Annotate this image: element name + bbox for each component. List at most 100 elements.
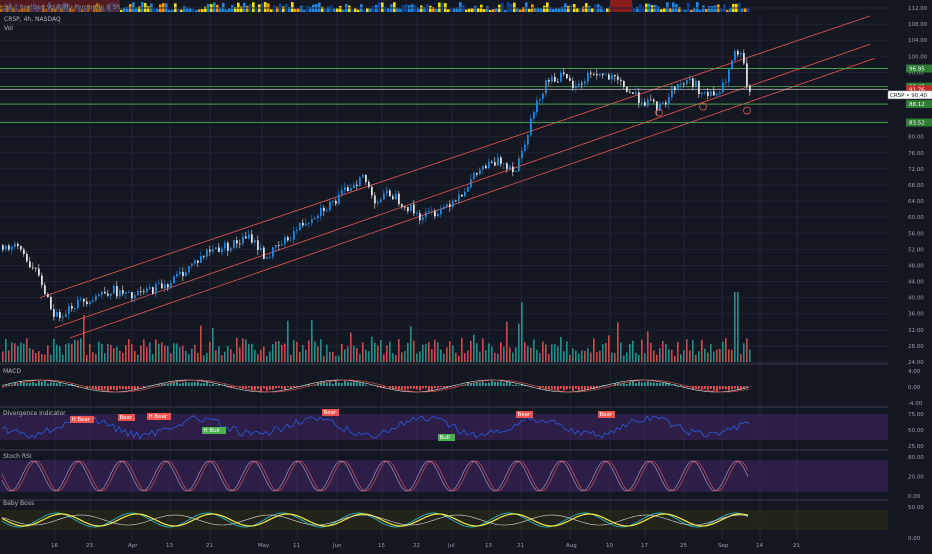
macd-hist (248, 386, 250, 388)
candle-body (212, 249, 214, 252)
macd-hist (200, 383, 202, 386)
candle-body (2, 245, 4, 249)
volume-bar (503, 347, 505, 362)
divergence-tag: Bull (440, 435, 451, 441)
candle-body (551, 77, 553, 82)
volume-bar (92, 352, 94, 362)
panel-tick: 75.00 (908, 412, 924, 418)
candle-body (347, 187, 349, 191)
candle-body (260, 248, 262, 251)
candle-body (509, 167, 511, 169)
macd-hist (650, 382, 652, 386)
candle-body (443, 207, 445, 209)
volume-bar (281, 345, 283, 362)
price-tick: 100.00 (908, 54, 928, 60)
volume-bar (689, 350, 691, 362)
volume-bar (131, 344, 133, 362)
volatility-bar (603, 9, 606, 12)
macd-hist (497, 382, 499, 386)
volume-bar (50, 355, 52, 362)
candle-body (455, 201, 457, 202)
macd-hist (512, 385, 514, 386)
candle-body (311, 219, 313, 223)
panel-tick: 50.00 (908, 505, 924, 511)
volatility-bar (528, 9, 531, 12)
candle-body (107, 294, 109, 296)
volume-bar (692, 340, 694, 362)
stochrsi-title[interactable]: Stoch RSI (3, 453, 32, 460)
candle-body (677, 84, 679, 90)
bigboss-title[interactable]: Baby Boss (3, 500, 34, 507)
volume-bar (731, 350, 733, 362)
volume-bar (308, 340, 310, 362)
volume-bar (539, 353, 541, 362)
candle-body (722, 82, 724, 92)
macd-hist (542, 386, 544, 387)
macd-hist (515, 385, 517, 386)
volume-bar (275, 342, 277, 362)
macd-hist (329, 382, 331, 386)
candle-body (494, 162, 496, 165)
candle-body (572, 81, 574, 88)
volatility-bar (339, 6, 342, 12)
macd-hist (641, 382, 643, 386)
volume-bar (269, 352, 271, 362)
macd-hist (26, 383, 28, 386)
volatility-bar (264, 2, 267, 12)
candle-body (605, 75, 607, 76)
volume-bar (656, 355, 658, 362)
volume-bar (416, 353, 418, 362)
volume-bar (227, 346, 229, 362)
candle-body (71, 306, 73, 309)
macd-hist (38, 381, 40, 386)
volume-bar (497, 354, 499, 362)
divergence-tag: Bear (518, 412, 532, 418)
candle-body (218, 247, 220, 252)
volatility-bar (132, 2, 135, 12)
candle-body (380, 199, 382, 202)
volatility-bar (282, 6, 285, 12)
volume-bar (305, 350, 307, 362)
symbol-title[interactable]: CRSP, 4h, NASDAQ (4, 16, 61, 23)
candle-body (356, 185, 358, 186)
volume-bar (107, 344, 109, 362)
macd-hist (62, 385, 64, 386)
volatility-bar (201, 9, 204, 12)
volume-bar (167, 346, 169, 362)
candle-body (98, 295, 100, 296)
divergence-tag: H Bear (72, 417, 91, 423)
volatility-bar (591, 8, 594, 12)
volatility-bar (297, 9, 300, 12)
macd-hist (422, 386, 424, 388)
volatility-bar (525, 2, 528, 12)
macd-hist (179, 384, 181, 386)
volume-bar (152, 354, 154, 362)
divergence-title[interactable]: Divergence Indicator (3, 410, 66, 417)
volume-bar (602, 344, 604, 362)
macd-hist (509, 382, 511, 386)
macd-hist (101, 386, 103, 390)
volatility-bar (402, 5, 405, 12)
macd-title[interactable]: MACD (3, 368, 21, 375)
price-tick: 108.00 (908, 22, 928, 28)
time-tick: 11 (293, 543, 300, 549)
volatility-bar (477, 8, 480, 12)
volatility-bar (681, 9, 684, 12)
candle-body (92, 300, 94, 301)
volume-bar (542, 342, 544, 362)
candle-body (500, 157, 502, 163)
volume-bar (443, 354, 445, 362)
volume-bar (665, 344, 667, 362)
candle-body (95, 296, 97, 300)
volume-bar (32, 350, 34, 362)
volume-bar (434, 340, 436, 362)
volatility-bar (333, 9, 336, 12)
volatility-bar (381, 2, 384, 12)
candle-body (698, 81, 700, 94)
macd-hist (710, 386, 712, 389)
candle-body (371, 187, 373, 196)
volume-bar (383, 354, 385, 362)
volume-bar (8, 350, 10, 362)
volatility-bar (663, 8, 666, 12)
